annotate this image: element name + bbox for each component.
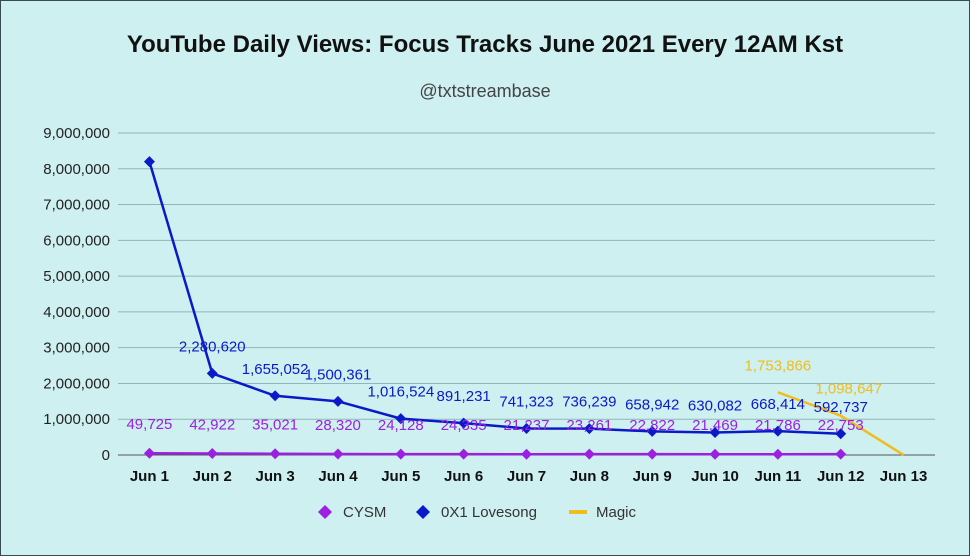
x-tick-label: Jun 1: [130, 468, 169, 485]
y-tick-label: 0: [102, 447, 110, 464]
data-point: [332, 395, 344, 407]
data-label: 1,098,647: [815, 381, 882, 398]
data-point: [332, 448, 344, 460]
x-tick-label: Jun 10: [691, 468, 739, 485]
data-point: [583, 423, 595, 435]
x-tick-label: Jun 12: [817, 468, 865, 485]
y-tick-label: 9,000,000: [43, 125, 110, 142]
x-tick-label: Jun 2: [193, 468, 232, 485]
y-tick-label: 2,000,000: [43, 375, 110, 392]
data-point: [269, 448, 281, 460]
data-label: 630,082: [688, 397, 742, 414]
legend-marker: [416, 505, 430, 519]
legend-label: Magic: [596, 504, 637, 521]
data-label: 1,016,524: [367, 384, 434, 401]
legend-label: 0X1 Lovesong: [441, 504, 537, 521]
y-tick-label: 4,000,000: [43, 304, 110, 321]
data-label: 21,469: [692, 417, 738, 434]
data-label: 668,414: [751, 396, 805, 413]
y-tick-label: 5,000,000: [43, 268, 110, 285]
data-label: 21,237: [504, 417, 550, 434]
data-label: 23,261: [566, 417, 612, 434]
data-point: [395, 448, 407, 460]
legend-label: CYSM: [343, 504, 386, 521]
y-tick-label: 8,000,000: [43, 161, 110, 178]
data-label: 22,822: [629, 417, 675, 434]
data-point: [772, 425, 784, 437]
data-point: [709, 426, 721, 438]
x-tick-label: Jun 8: [570, 468, 609, 485]
data-label: 35,021: [252, 417, 298, 434]
x-tick-label: Jun 9: [633, 468, 672, 485]
data-point: [521, 422, 532, 434]
chart-title: YouTube Daily Views: Focus Tracks June 2…: [126, 31, 844, 58]
series-line-magic: [777, 391, 905, 457]
data-label: 741,323: [499, 393, 553, 410]
x-tick-label: Jun 6: [444, 468, 483, 485]
x-tick-label: Jun 13: [880, 468, 928, 485]
x-tick-label: Jun 11: [755, 468, 802, 485]
data-label: 21,786: [755, 417, 801, 434]
chart-subtitle: @txtstreambase: [419, 81, 551, 101]
data-label: 891,231: [437, 388, 491, 405]
data-label: 22,753: [818, 417, 864, 434]
data-point: [646, 448, 658, 460]
data-label: 1,753,866: [745, 357, 812, 374]
x-tick-label: Jun 3: [256, 468, 295, 485]
data-label: 24,335: [441, 417, 487, 434]
x-tick-label: Jun 5: [381, 468, 420, 485]
data-point: [206, 367, 218, 379]
data-point: [143, 447, 155, 459]
data-label: 1,655,052: [242, 361, 309, 378]
y-tick-label: 7,000,000: [43, 197, 110, 214]
data-point: [835, 448, 847, 460]
data-label: 28,320: [315, 417, 361, 434]
x-tick-label: Jun 7: [507, 468, 546, 485]
legend-marker: [318, 505, 332, 519]
data-point: [521, 448, 532, 460]
data-label: 24,128: [378, 417, 424, 434]
data-point: [772, 448, 784, 460]
data-label: 592,737: [814, 399, 868, 416]
data-label: 49,725: [126, 416, 172, 433]
data-label: 2,280,620: [179, 338, 246, 355]
x-tick-label: Jun 4: [318, 468, 358, 485]
data-point: [646, 425, 658, 437]
data-label: 736,239: [562, 394, 616, 411]
data-label: 1,500,361: [305, 366, 372, 383]
series-line-cysm: [149, 451, 841, 456]
data-point: [835, 428, 847, 440]
data-point: [143, 156, 155, 168]
data-point: [269, 390, 281, 402]
data-point: [395, 413, 407, 425]
y-tick-label: 1,000,000: [43, 411, 110, 428]
data-point: [458, 448, 470, 460]
data-label: 658,942: [625, 396, 679, 413]
data-point: [206, 447, 218, 459]
series-line-0x1-lovesong: [148, 161, 841, 436]
data-point: [709, 448, 721, 460]
y-tick-label: 3,000,000: [43, 340, 110, 357]
y-tick-label: 6,000,000: [43, 232, 110, 249]
data-label: 42,922: [189, 416, 235, 433]
data-point: [458, 417, 470, 429]
data-point: [583, 448, 595, 460]
